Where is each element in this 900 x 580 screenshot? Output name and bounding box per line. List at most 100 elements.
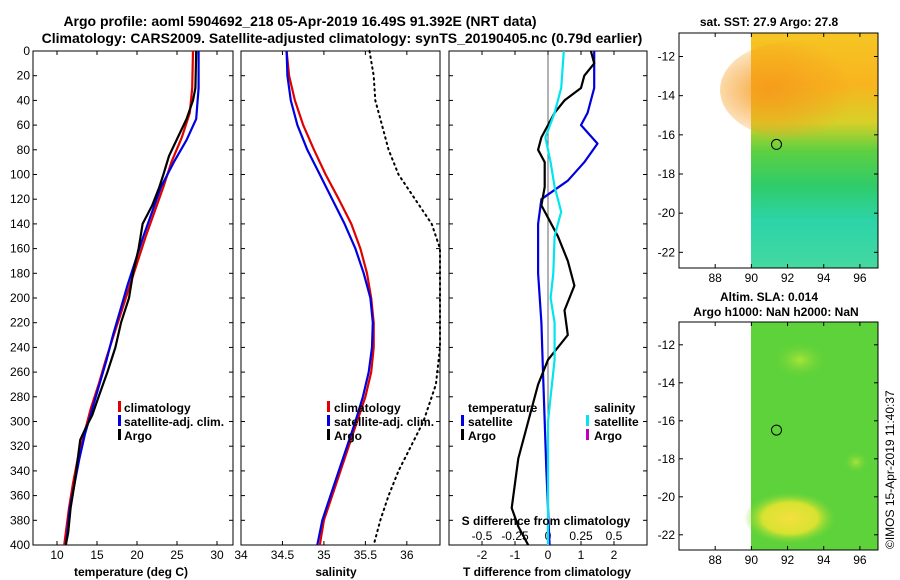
- x-tick-label: 2: [611, 548, 618, 562]
- x-tick-label: 20: [130, 548, 144, 562]
- map-y-tick-label: -22: [658, 528, 676, 542]
- sla-yellow-patch: [744, 492, 836, 544]
- s-difference-axis-label: S difference from climatology: [462, 514, 631, 528]
- depth-tick-label: 280: [10, 390, 30, 404]
- legend-label-t-argo: Argo: [468, 429, 496, 443]
- sla-argo-position-marker: [771, 424, 782, 436]
- series-line-argo: [64, 50, 198, 546]
- sla-map-title: Altim. SLA: 0.014: [720, 290, 818, 304]
- salinity-legend: climatology satellite-adj. clim. Argo: [327, 401, 434, 443]
- legend-mark-satellite: [118, 415, 121, 426]
- sla-light-patch: [842, 450, 870, 474]
- x-tick-label: 30: [210, 548, 224, 562]
- map-y-tick-label: -20: [658, 490, 676, 504]
- map-x-tick-label: 94: [817, 553, 831, 567]
- map-y-tick-label: -16: [658, 128, 676, 142]
- map-y-tick-label: -12: [658, 50, 676, 64]
- sst-map-axes: 88 90 92 94 96 -12 -14 -16 -18 -20 -22: [658, 33, 878, 285]
- map-x-tick-label: 96: [853, 553, 867, 567]
- sst-warm-patch: [720, 42, 860, 138]
- depth-tick-label: 100: [10, 168, 30, 182]
- series-line-argo: [368, 50, 441, 546]
- s-difference-tick-label: 0.5: [606, 529, 623, 543]
- depth-tick-label: 380: [10, 513, 30, 527]
- difference-plot: -2 -1 0 1 2-0.5 -0.25 0 0.25 0.5: [449, 50, 647, 562]
- map-y-tick-label: -22: [658, 245, 676, 259]
- x-tick-label: 36: [400, 548, 414, 562]
- legend-label-argo: Argo: [124, 429, 152, 443]
- map-x-tick-label: 96: [853, 271, 867, 285]
- legend-label-t-satellite: satellite: [468, 415, 513, 429]
- x-tick-label: 15: [90, 548, 104, 562]
- sla-map: 88 90 92 94 96 -12 -14 -16 -18 -20 -22: [658, 321, 879, 567]
- x-tick-label: 10: [50, 548, 64, 562]
- legend-title-salinity: salinity: [594, 401, 636, 415]
- map-x-tick-label: 88: [709, 271, 723, 285]
- x-tick-label: -1: [510, 548, 521, 562]
- legend-mark-satellite: [327, 415, 330, 426]
- depth-tick-label: 300: [10, 415, 30, 429]
- legend-mark-argo: [327, 429, 330, 440]
- s-difference-tick-label: -0.5: [472, 529, 493, 543]
- series-line-temperature-argo: [510, 50, 596, 546]
- x-tick-label: 34.5: [271, 548, 295, 562]
- legend-mark-t-satellite: [461, 415, 464, 426]
- sla-map-frame: [678, 321, 879, 551]
- map-y-tick-label: -14: [658, 89, 676, 103]
- map-y-tick-label: -12: [658, 338, 676, 352]
- depth-tick-label: 400: [10, 538, 30, 552]
- series-line-temperature-satellite: [536, 51, 599, 546]
- depth-tick-label: 80: [17, 143, 31, 157]
- map-x-tick-label: 92: [781, 553, 795, 567]
- depth-tick-label: 60: [17, 118, 31, 132]
- figure-title-line2: Climatology: CARS2009. Satellite-adjuste…: [42, 30, 643, 46]
- map-x-tick-label: 92: [781, 271, 795, 285]
- x-tick-label: 1: [578, 548, 585, 562]
- x-tick-label: -2: [477, 548, 488, 562]
- legend-label-argo: Argo: [334, 429, 362, 443]
- map-x-tick-label: 94: [817, 271, 831, 285]
- salinity-plot: 34 34.5 35 35.5 36: [234, 50, 441, 562]
- x-tick-label: 25: [170, 548, 184, 562]
- x-tick-label: 34: [234, 548, 248, 562]
- depth-tick-label: 220: [10, 316, 30, 330]
- depth-tick-label: 340: [10, 464, 30, 478]
- depth-tick-label: 240: [10, 340, 30, 354]
- series-line-salinity-satellite: [544, 50, 565, 545]
- difference-legend: temperature satellite Argo salinity sate…: [461, 401, 639, 443]
- legend-mark-climatology: [327, 401, 330, 412]
- imos-credit: ©IMOS 15-Apr-2019 11:40:37: [883, 390, 897, 549]
- map-y-tick-label: -16: [658, 414, 676, 428]
- x-tick-label: 35.5: [354, 548, 378, 562]
- depth-tick-label: 320: [10, 439, 30, 453]
- sst-map-title: sat. SST: 27.9 Argo: 27.8: [700, 15, 839, 29]
- s-difference-tick-label: 0.25: [569, 529, 593, 543]
- legend-label-satellite: satellite-adj. clim.: [124, 415, 224, 429]
- legend-title-temperature: temperature: [468, 401, 538, 415]
- series-line-climatology: [285, 50, 375, 546]
- depth-tick-label: 160: [10, 242, 30, 256]
- sla-map-land-area: [679, 322, 751, 550]
- legend-label-s-satellite: satellite: [594, 415, 639, 429]
- legend-mark-s-argo: [586, 429, 589, 440]
- depth-tick-label: 40: [17, 93, 31, 107]
- legend-label-s-argo: Argo: [594, 429, 622, 443]
- temperature-panel-frame: [32, 50, 234, 546]
- legend-label-satellite: satellite-adj. clim.: [334, 415, 434, 429]
- sst-argo-position-marker: [771, 138, 782, 150]
- map-y-tick-label: -14: [658, 376, 676, 390]
- depth-tick-label: 140: [10, 217, 30, 231]
- sla-map-subtitle: Argo h1000: NaN h2000: NaN: [693, 305, 858, 319]
- x-tick-label: 35: [317, 548, 331, 562]
- depth-tick-label: 260: [10, 365, 30, 379]
- depth-tick-label: 180: [10, 266, 30, 280]
- legend-label-climatology: climatology: [334, 401, 401, 415]
- legend-mark-argo: [118, 429, 121, 440]
- temperature-legend: climatology satellite-adj. clim. Argo: [118, 401, 224, 443]
- t-difference-axis-label: T difference from climatology: [463, 565, 631, 579]
- sla-light-patch: [770, 340, 830, 380]
- legend-mark-t-argo: [461, 429, 464, 440]
- series-line-satellite-adj-clim-: [64, 51, 200, 546]
- map-x-tick-label: 90: [745, 271, 759, 285]
